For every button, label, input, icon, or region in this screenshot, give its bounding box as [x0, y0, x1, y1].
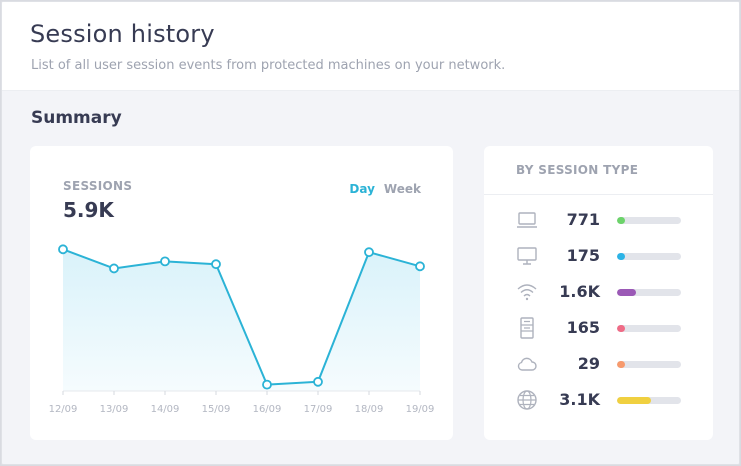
range-day-button[interactable]: Day — [349, 182, 375, 196]
session-share-fill — [617, 361, 625, 368]
session-type-row-laptop[interactable]: 771 — [484, 208, 713, 232]
sessions-chart-card: SESSIONS 5.9K Day Week 12/09 13/09 14/09 15… — [30, 146, 453, 440]
session-type-row-cloud[interactable]: 29 — [484, 352, 713, 376]
data-point[interactable] — [364, 247, 374, 258]
data-point[interactable] — [313, 376, 323, 387]
laptop-icon — [517, 212, 537, 228]
data-point[interactable] — [262, 379, 272, 390]
x-tick-label: 14/09 — [151, 404, 180, 415]
x-tick-label: 19/09 — [406, 404, 435, 415]
wifi-icon — [517, 284, 537, 301]
session-count: 1.6K — [559, 282, 600, 301]
x-tick-label: 16/09 — [253, 404, 282, 415]
session-type-row-wifi[interactable]: 1.6K — [484, 280, 713, 304]
session-type-row-globe[interactable]: 3.1K — [484, 388, 713, 412]
sessions-area-chart: 12/09 13/09 14/09 15/09 16/09 17/09 18/09 19/09 — [49, 244, 435, 415]
session-share-fill — [617, 289, 636, 296]
sessions-label: SESSIONS — [63, 179, 133, 193]
data-point[interactable] — [415, 261, 425, 272]
session-count: 29 — [577, 354, 600, 373]
session-share-fill — [617, 253, 625, 260]
x-tick-label: 15/09 — [202, 404, 231, 415]
session-share-bar — [617, 361, 681, 368]
session-share-fill — [617, 217, 625, 224]
session-count: 771 — [566, 210, 600, 229]
x-tick-label: 12/09 — [49, 404, 78, 415]
globe-icon — [517, 390, 537, 410]
data-point[interactable] — [160, 256, 170, 267]
page-header: Session history List of all user session… — [2, 2, 739, 91]
by-session-type-card: BY SESSION TYPE 771 175 — [484, 146, 713, 440]
session-share-bar — [617, 217, 681, 224]
session-count: 165 — [566, 318, 600, 337]
sessions-line — [62, 248, 421, 386]
by-session-type-title: BY SESSION TYPE — [516, 163, 639, 177]
session-share-bar — [617, 289, 681, 296]
session-share-bar — [617, 325, 681, 332]
x-tick-label: 13/09 — [100, 404, 129, 415]
page-title: Session history — [30, 20, 215, 48]
x-tick-label: 17/09 — [304, 404, 333, 415]
session-count: 175 — [566, 246, 600, 265]
by-session-type-header: BY SESSION TYPE — [484, 146, 713, 195]
x-tick-label: 18/09 — [355, 404, 384, 415]
summary-heading: Summary — [31, 108, 122, 128]
data-point[interactable] — [211, 259, 221, 270]
page-subtitle: List of all user session events from pro… — [31, 58, 506, 73]
session-share-bar — [617, 397, 681, 404]
cloud-icon — [517, 357, 537, 371]
server-icon — [520, 317, 534, 339]
sessions-area-fill — [63, 249, 420, 391]
session-share-bar — [617, 253, 681, 260]
session-share-fill — [617, 397, 651, 404]
session-type-row-desktop[interactable]: 175 — [484, 244, 713, 268]
session-share-fill — [617, 325, 625, 332]
sessions-total: 5.9K — [63, 198, 114, 222]
data-point[interactable] — [58, 244, 68, 255]
session-count: 3.1K — [559, 390, 600, 409]
data-point[interactable] — [109, 263, 119, 274]
range-toggle: Day Week — [349, 182, 421, 196]
session-type-row-server[interactable]: 165 — [484, 316, 713, 340]
range-week-button[interactable]: Week — [383, 182, 421, 196]
desktop-icon — [517, 247, 537, 265]
